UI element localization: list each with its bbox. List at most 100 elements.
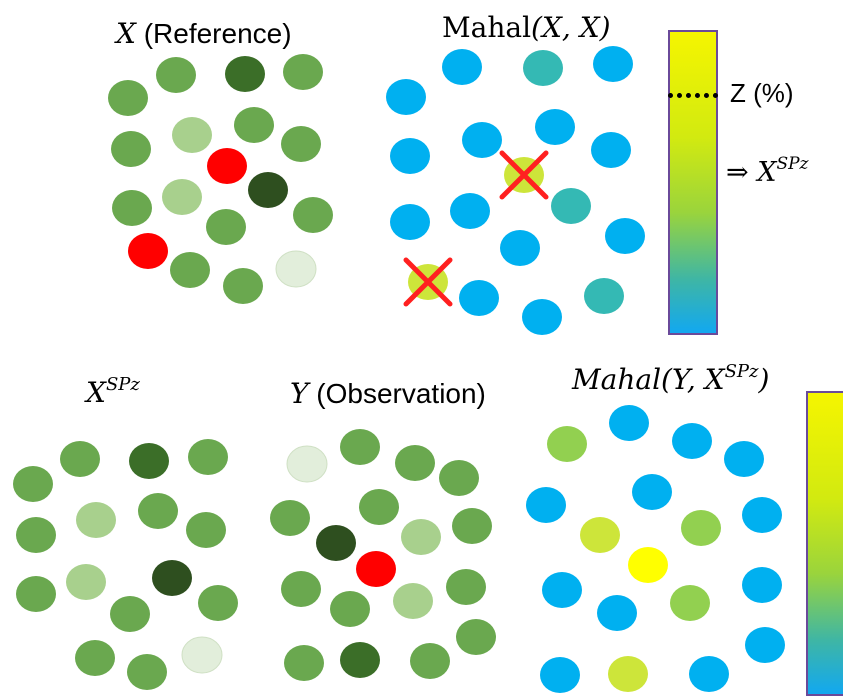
mahal-obs-point	[689, 656, 729, 692]
reference-point	[111, 131, 151, 167]
subset-point	[138, 493, 178, 529]
mahal-ref-point	[462, 122, 502, 158]
subset-title-var: X	[86, 376, 106, 409]
mahal-ref-title-args: (X, X)	[531, 11, 611, 44]
reference-point	[293, 197, 333, 233]
subset-title-sup: SPz	[105, 374, 140, 395]
mahal-obs-point	[745, 627, 785, 663]
subset-point	[76, 502, 116, 538]
mahal-ref-point	[459, 280, 499, 316]
subset-result-label: ⇒ XSPz	[726, 154, 809, 188]
subset-point	[186, 512, 226, 548]
excluded-cross-icon	[403, 257, 453, 307]
mahal-obs-point	[542, 572, 582, 608]
mahal-ref-point	[390, 138, 430, 174]
observation-point	[286, 445, 328, 483]
observation-title-var: Y	[290, 377, 309, 410]
observation-point	[340, 429, 380, 465]
mahal-ref-points	[386, 46, 645, 335]
reference-point	[172, 117, 212, 153]
subset-point	[127, 654, 167, 690]
mahal-ref-point	[535, 109, 575, 145]
observation-point	[395, 445, 435, 481]
observation-point	[393, 583, 433, 619]
subset-point	[16, 576, 56, 612]
mahal-obs-point	[609, 405, 649, 441]
mahal-ref-point	[551, 188, 591, 224]
subset-point	[16, 517, 56, 553]
subset-title: XSPz	[86, 376, 140, 407]
colorbar-bottom	[806, 391, 843, 696]
mahal-obs-point	[608, 656, 648, 692]
reference-title-rest: (Reference)	[135, 18, 292, 49]
reference-title-var: X	[116, 17, 136, 50]
mahal-obs-point	[670, 585, 710, 621]
mahal-ref-point	[386, 79, 426, 115]
subset-point	[188, 439, 228, 475]
subset-point	[60, 441, 100, 477]
observation-point	[356, 551, 396, 587]
observation-points	[270, 429, 496, 681]
observation-point	[330, 591, 370, 627]
mahal-obs-point	[742, 567, 782, 603]
mahal-ref-point	[605, 218, 645, 254]
colorbar-top	[668, 30, 718, 335]
reference-point	[156, 57, 196, 93]
reference-point	[223, 268, 263, 304]
subset-point	[75, 640, 115, 676]
observation-point	[456, 619, 496, 655]
observation-point	[439, 460, 479, 496]
arrow-symbol: ⇒	[726, 157, 749, 188]
reference-point	[207, 148, 247, 184]
reference-point	[283, 54, 323, 90]
reference-point	[162, 179, 202, 215]
mahal-ref-point	[523, 50, 563, 86]
mahal-obs-title-args-open: (Y, X	[661, 363, 725, 396]
observation-point	[359, 489, 399, 525]
reference-title: X (Reference)	[116, 20, 292, 48]
mahal-obs-title-sup: SPz	[724, 361, 759, 382]
mahal-obs-point	[580, 517, 620, 553]
observation-point	[446, 569, 486, 605]
excluded-cross-icon	[499, 150, 549, 200]
observation-point	[316, 525, 356, 561]
reference-point	[128, 233, 168, 269]
observation-point	[284, 645, 324, 681]
mahal-ref-point	[390, 204, 430, 240]
reference-points	[108, 54, 333, 304]
reference-point	[225, 56, 265, 92]
mahal-ref-point	[450, 193, 490, 229]
reference-point	[108, 80, 148, 116]
reference-point	[170, 252, 210, 288]
observation-point	[452, 508, 492, 544]
observation-point	[410, 643, 450, 679]
reference-point	[248, 172, 288, 208]
subset-result-sup: SPz	[776, 154, 809, 174]
observation-point	[340, 642, 380, 678]
mahal-obs-title: Mahal(Y, XSPz)	[572, 363, 769, 394]
mahal-ref-title-fn: Mahal	[442, 11, 532, 44]
mahal-obs-point	[540, 657, 580, 693]
subset-point	[152, 560, 192, 596]
reference-point	[234, 107, 274, 143]
mahal-obs-point	[742, 497, 782, 533]
mahal-ref-point	[522, 299, 562, 335]
mahal-obs-point	[681, 510, 721, 546]
threshold-label: Z (%)	[730, 78, 794, 108]
subset-point	[129, 443, 169, 479]
mahal-obs-point	[597, 595, 637, 631]
mahal-ref-point	[442, 49, 482, 85]
subset-point	[198, 585, 238, 621]
threshold-line	[668, 93, 718, 98]
mahal-ref-point	[584, 278, 624, 314]
mahal-ref-point	[591, 132, 631, 168]
mahal-obs-point	[526, 487, 566, 523]
mahal-obs-point	[672, 423, 712, 459]
observation-point	[281, 571, 321, 607]
mahal-obs-point	[632, 474, 672, 510]
observation-point	[270, 500, 310, 536]
observation-point	[401, 519, 441, 555]
mahal-obs-point	[547, 426, 587, 462]
mahal-ref-point	[500, 230, 540, 266]
